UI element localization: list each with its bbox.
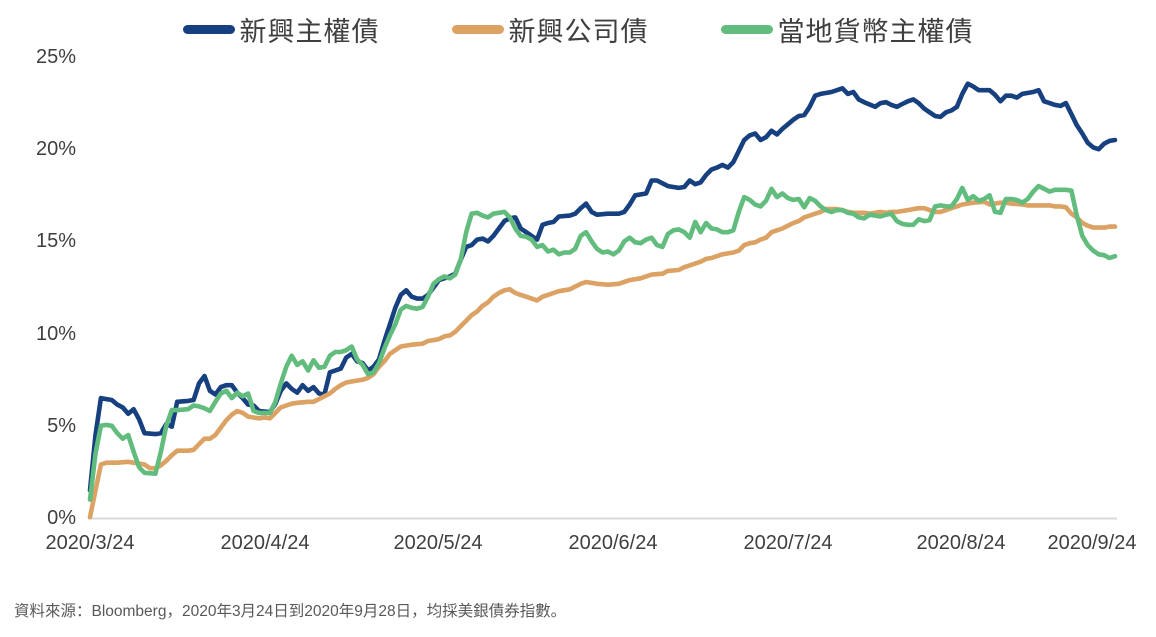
em-sovereign-line-swatch-icon — [182, 25, 235, 34]
y-tick-label-15%: 15% — [35, 230, 76, 253]
series-line-1 — [87, 199, 1118, 520]
x-tick-label-2020-7-24: 2020/7/24 — [743, 532, 833, 554]
y-tick-label-10%: 10% — [35, 322, 76, 345]
y-tick-label-5%: 5% — [47, 414, 76, 437]
em-corporate-line-swatch-icon — [451, 25, 504, 34]
chart-legend: 新興主權債 新興公司債 當地貨幣主權債 — [0, 10, 1156, 49]
x-tick-label-2020-6-24: 2020/6/24 — [568, 532, 658, 554]
x-tick-label-2020-9-24: 2020/9/24 — [1047, 532, 1137, 554]
legend-item-em-corporate: 新興公司債 — [451, 10, 649, 49]
x-tick-label-2020-5-24: 2020/5/24 — [393, 532, 483, 554]
y-tick-label-25%: 25% — [35, 46, 76, 68]
source-note: 資料來源：Bloomberg，2020年3月24日到2020年9月28日，均採美… — [14, 603, 567, 620]
series-line-2 — [87, 183, 1118, 502]
x-tick-label-2020-8-24: 2020/8/24 — [916, 532, 1006, 554]
series-line-0 — [87, 81, 1118, 493]
legend-label-em-sovereign: 新興主權債 — [239, 17, 380, 47]
legend-item-em-sovereign: 新興主權債 — [182, 10, 380, 49]
legend-item-local-currency-sovereign: 當地貨幣主權債 — [720, 10, 974, 49]
x-tick-label-2020-4-24: 2020/4/24 — [220, 532, 310, 554]
legend-label-local-currency-sovereign: 當地貨幣主權債 — [777, 17, 974, 47]
y-tick-label-0%: 0% — [47, 507, 76, 529]
x-tick-label-2020-3-24: 2020/3/24 — [45, 532, 135, 554]
legend-label-em-corporate: 新興公司債 — [508, 17, 649, 47]
local-currency-sovereign-line-swatch-icon — [720, 25, 773, 34]
y-tick-label-20%: 20% — [35, 138, 76, 161]
